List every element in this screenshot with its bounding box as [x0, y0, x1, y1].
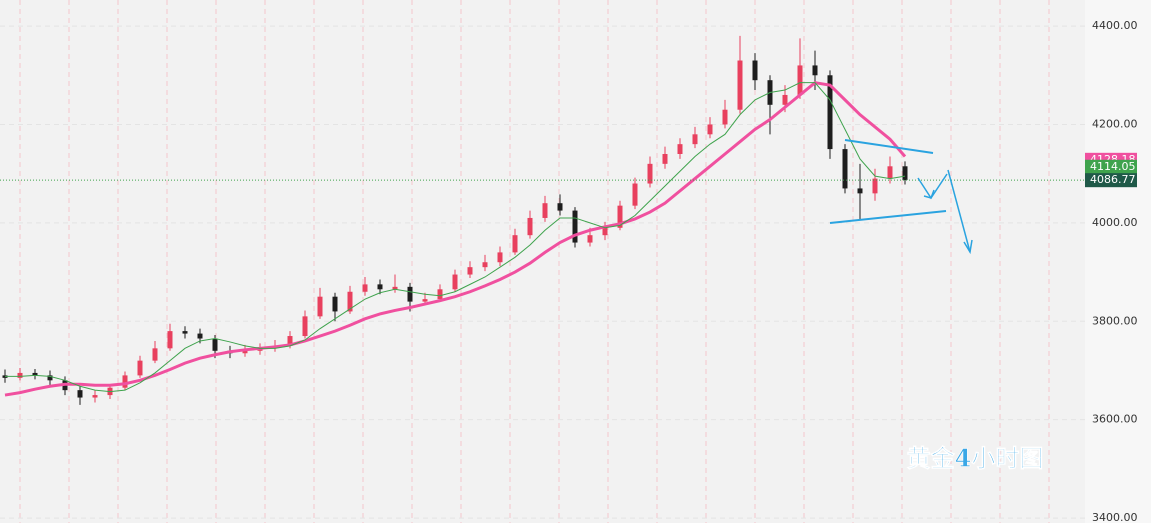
candle-body: [17, 372, 23, 378]
candle-body: [122, 375, 128, 388]
candle-body: [617, 205, 623, 228]
candle-body: [587, 235, 593, 243]
axis-panel: [1085, 0, 1151, 523]
grid: [0, 0, 1085, 523]
candle-body: [752, 60, 758, 81]
candle-body: [47, 375, 53, 381]
candle-body: [467, 267, 473, 275]
y-tick-label: 3600.00: [1092, 413, 1138, 426]
candle-body: [692, 134, 698, 145]
candle-body: [887, 166, 893, 179]
candle-body: [662, 153, 668, 164]
moving-average: [4, 81, 907, 397]
candle-body: [497, 252, 503, 263]
plot-background: [0, 0, 1085, 523]
trend-line: [829, 210, 947, 224]
candle-body: [437, 289, 443, 300]
candle-body: [542, 203, 548, 218]
price-tag-label: 4086.77: [1090, 173, 1136, 186]
candle-body: [557, 203, 563, 211]
candle-body: [77, 390, 83, 398]
drawings: [829, 139, 973, 255]
candle-body: [452, 274, 458, 290]
candle-body: [902, 166, 908, 181]
candle-body: [167, 331, 173, 349]
candle-body: [242, 350, 248, 354]
candle-body: [92, 395, 98, 398]
price-tag-label: 4114.05: [1090, 160, 1136, 173]
candle-body: [512, 235, 518, 253]
candle-body: [632, 183, 638, 206]
candle-body: [377, 284, 383, 290]
candle-body: [527, 217, 533, 236]
candle-body: [407, 286, 413, 302]
candle-body: [287, 336, 293, 346]
candle-body: [872, 178, 878, 194]
candle-body: [707, 124, 713, 135]
candle-body: [722, 109, 728, 125]
y-tick-label: 4200.00: [1092, 117, 1138, 130]
candle-body: [317, 296, 323, 317]
candle-body: [572, 210, 578, 243]
candle-body: [392, 286, 398, 290]
arrow-path: [947, 169, 971, 253]
candle-body: [737, 60, 743, 110]
candle-body: [302, 316, 308, 337]
y-tick-label: 4400.00: [1092, 19, 1138, 32]
candle-body: [602, 227, 608, 236]
y-tick-label: 3800.00: [1092, 314, 1138, 327]
candle-body: [422, 299, 428, 302]
candle-body: [362, 284, 368, 292]
candle-body: [332, 296, 338, 312]
marks: [0, 35, 1085, 405]
arrow-head: [963, 239, 973, 255]
price-tag: [1085, 159, 1137, 174]
candle-body: [782, 94, 788, 105]
annotation: 黄金4小时图: [907, 444, 1044, 473]
candle-body: [797, 65, 803, 95]
trend-line: [844, 139, 934, 154]
candle-body: [137, 360, 143, 376]
y-tick-label: 4000.00: [1092, 216, 1138, 229]
candle-body: [212, 338, 218, 351]
candle-body: [842, 149, 848, 189]
y-axis: 3400.00 3600.00 3800.00 4000.00 4200.00 4400.…: [1085, 19, 1138, 523]
arrow-head: [923, 189, 935, 199]
candle-body: [857, 188, 863, 194]
candle-body: [152, 348, 158, 361]
candle-body: [32, 372, 38, 376]
candle-body: [182, 331, 188, 334]
candle-body: [827, 75, 833, 150]
candle-body: [677, 144, 683, 154]
candle-body: [197, 333, 203, 339]
price-tag: [1085, 173, 1137, 188]
candle-body: [347, 291, 353, 312]
y-tick-label: 3400.00: [1092, 511, 1138, 523]
candle-body: [812, 65, 818, 76]
moving-average: [5, 82, 906, 393]
candle-body: [647, 163, 653, 184]
candle-body: [482, 262, 488, 268]
